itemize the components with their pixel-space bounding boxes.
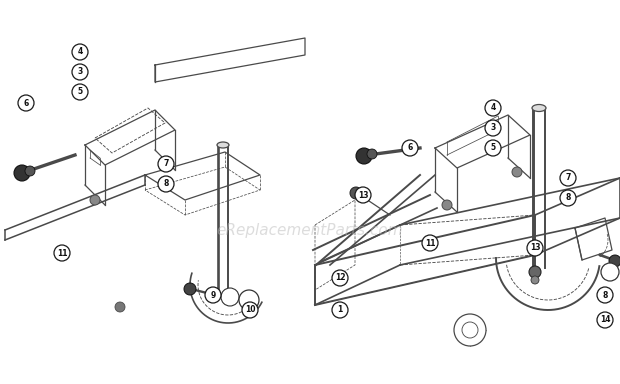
Circle shape <box>529 266 541 278</box>
Circle shape <box>485 100 501 116</box>
Circle shape <box>454 314 486 346</box>
Circle shape <box>158 176 174 192</box>
Circle shape <box>512 167 522 177</box>
Circle shape <box>332 270 348 286</box>
Text: 11: 11 <box>57 248 67 258</box>
Circle shape <box>422 235 438 251</box>
Circle shape <box>242 302 258 318</box>
Circle shape <box>527 240 543 256</box>
Circle shape <box>90 195 100 205</box>
Ellipse shape <box>217 142 229 148</box>
Circle shape <box>355 187 371 203</box>
Text: 7: 7 <box>163 159 169 169</box>
Circle shape <box>442 200 452 210</box>
Ellipse shape <box>532 104 546 111</box>
Circle shape <box>115 302 125 312</box>
Text: 9: 9 <box>210 291 216 300</box>
Text: 8: 8 <box>565 194 570 202</box>
Text: 8: 8 <box>163 179 169 189</box>
Circle shape <box>205 287 221 303</box>
Text: 13: 13 <box>358 190 368 200</box>
Text: 5: 5 <box>78 88 82 96</box>
Text: 12: 12 <box>335 273 345 283</box>
Text: 6: 6 <box>24 99 29 108</box>
Circle shape <box>597 287 613 303</box>
Text: 8: 8 <box>602 291 608 300</box>
Circle shape <box>25 166 35 176</box>
Text: 4: 4 <box>78 48 82 56</box>
Circle shape <box>18 95 34 111</box>
Circle shape <box>531 276 539 284</box>
Circle shape <box>367 149 377 159</box>
Text: eReplacementParts.com: eReplacementParts.com <box>216 222 404 237</box>
Circle shape <box>72 44 88 60</box>
Circle shape <box>356 148 372 164</box>
Text: 11: 11 <box>425 238 435 248</box>
Text: 13: 13 <box>529 243 540 253</box>
Circle shape <box>609 255 620 267</box>
Text: 5: 5 <box>490 144 495 152</box>
Circle shape <box>72 84 88 100</box>
Circle shape <box>485 120 501 136</box>
Circle shape <box>332 302 348 318</box>
Circle shape <box>239 290 259 310</box>
Circle shape <box>601 263 619 281</box>
Text: 14: 14 <box>600 316 610 324</box>
Text: 1: 1 <box>337 306 343 314</box>
Circle shape <box>14 165 30 181</box>
Circle shape <box>221 288 239 306</box>
Circle shape <box>402 140 418 156</box>
Text: 6: 6 <box>407 144 413 152</box>
Text: 4: 4 <box>490 104 495 113</box>
Circle shape <box>72 64 88 80</box>
Circle shape <box>560 190 576 206</box>
Circle shape <box>462 322 478 338</box>
Text: 3: 3 <box>490 124 495 132</box>
Circle shape <box>184 283 196 295</box>
Circle shape <box>560 170 576 186</box>
Text: 10: 10 <box>245 306 255 314</box>
Circle shape <box>54 245 70 261</box>
Circle shape <box>158 156 174 172</box>
Text: 7: 7 <box>565 174 570 182</box>
Circle shape <box>597 312 613 328</box>
Text: 3: 3 <box>78 68 82 76</box>
Circle shape <box>485 140 501 156</box>
Circle shape <box>350 187 362 199</box>
